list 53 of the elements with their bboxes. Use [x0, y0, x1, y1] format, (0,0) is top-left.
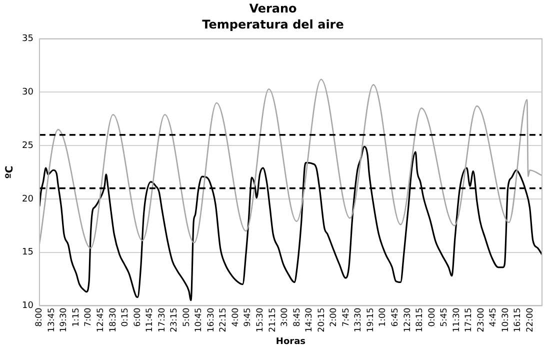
x-tick-label: 18:30: [108, 308, 118, 332]
y-tick-label: 35: [22, 34, 34, 44]
y-tick-label: 30: [22, 88, 34, 98]
chart-subtitle: Temperatura del aire: [202, 18, 344, 32]
x-tick-label: 5:45: [440, 308, 450, 327]
x-tick-label: 16:30: [206, 308, 216, 332]
x-tick-label: 11:45: [145, 308, 156, 332]
x-tick-label: 18:15: [415, 308, 426, 332]
x-tick-label: 0:00: [427, 308, 438, 327]
x-tick-label: 5:00: [182, 308, 192, 327]
x-tick-label: 17:15: [464, 308, 474, 332]
x-tick-label: 8:45: [292, 308, 302, 327]
x-tick-label: 7:45: [341, 308, 352, 327]
x-tick-label: 13:45: [46, 308, 57, 332]
y-tick-label: 25: [22, 140, 34, 151]
x-tick-label: 4:00: [230, 308, 241, 327]
x-tick-label: 23:00: [476, 308, 486, 332]
x-tick-label: 6:45: [390, 308, 400, 327]
chart-title: Verano: [249, 1, 297, 16]
line-series: [39, 78, 542, 249]
x-tick-label: 10:30: [500, 308, 511, 332]
x-tick-label: 17:30: [157, 308, 168, 332]
x-tick-label: 15:30: [256, 308, 266, 332]
x-tick-label: 12:30: [402, 308, 413, 332]
x-tick-label: 8:00: [34, 308, 45, 327]
x-tick-label: 11:30: [452, 308, 462, 332]
x-tick-label: 22:15: [218, 308, 229, 332]
x-tick-label: 22:00: [525, 308, 536, 332]
x-tick-label: 19:15: [366, 308, 376, 332]
x-tick-label: 20:15: [316, 308, 327, 332]
y-tick-label: 20: [22, 194, 34, 204]
x-tick-label: 9:45: [243, 308, 254, 327]
x-tick-label: 13:30: [354, 308, 364, 332]
x-tick-label: 6:00: [132, 308, 143, 327]
x-tick-label: 12:45: [96, 308, 106, 332]
line-series: [39, 146, 542, 302]
x-tick-label: 1:00: [378, 308, 388, 327]
y-tick-label: 10: [22, 301, 34, 312]
x-tick-label: 10:45: [194, 308, 204, 332]
x-tick-label: 21:15: [268, 308, 278, 332]
x-tick-label: 16:15: [513, 308, 524, 332]
x-tick-label: 3:00: [280, 308, 290, 327]
x-tick-label: 1:15: [71, 308, 82, 327]
y-tick-label: 15: [22, 248, 34, 258]
x-tick-label: 0:15: [120, 308, 131, 327]
x-tick-label: 14:30: [304, 308, 315, 332]
x-tick-label: 7:00: [84, 308, 94, 327]
x-tick-label: 4:45: [488, 308, 499, 327]
x-tick-label: 2:00: [329, 308, 340, 327]
x-tick-label: 19:30: [59, 308, 70, 332]
x-tick-label: 23:15: [170, 308, 180, 332]
x-axis-title: Horas: [276, 336, 306, 347]
y-axis-title: ºC: [4, 166, 16, 179]
